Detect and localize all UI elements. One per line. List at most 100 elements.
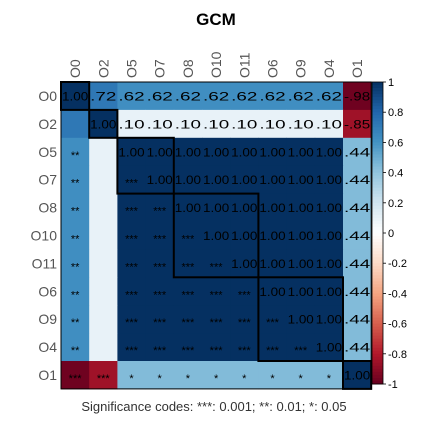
heatmap-cell [173, 277, 203, 306]
heatmap-cell [61, 277, 90, 306]
significance-stars: *** [181, 289, 195, 301]
row-label: O6 [38, 283, 57, 299]
color-legend-segment [372, 223, 383, 228]
heatmap-cell [173, 333, 203, 362]
heatmap-cell [202, 277, 231, 306]
cell-value-label: .10 [288, 117, 315, 131]
heatmap-cell [173, 361, 203, 390]
significance-stars: *** [153, 317, 167, 329]
heatmap-cell [202, 193, 231, 222]
heatmap-cell [343, 193, 372, 222]
heatmap-cell [230, 361, 259, 390]
cluster-box [342, 360, 373, 390]
color-legend-segment [372, 100, 383, 104]
cell-value-label: 1.00 [62, 89, 89, 103]
significance-footnote: Significance codes: ***: 0.001; **: 0.01… [81, 399, 346, 414]
color-legend-segment [372, 91, 383, 95]
color-legend-segment [372, 190, 383, 195]
cell-value-label: 1.00 [316, 313, 343, 327]
cell-value-label: 1.00 [316, 201, 343, 215]
color-legend-segment [372, 139, 383, 143]
color-legend-segment [372, 350, 383, 355]
heatmap-cell [89, 361, 118, 390]
significance-stars: *** [181, 233, 195, 245]
significance-stars: ** [71, 178, 80, 190]
cell-value-label: 1.00 [288, 173, 315, 187]
heatmap-cell [286, 333, 316, 362]
heatmap-cell [286, 249, 316, 278]
heatmap-cell [117, 82, 146, 111]
color-legend-tick-label: 0.8 [388, 107, 403, 119]
heatmap-cell [61, 361, 90, 390]
significance-stars: *** [266, 317, 280, 329]
heatmap-cell [117, 109, 146, 139]
cell-value-label: 1.00 [259, 201, 286, 215]
significance-stars: *** [181, 317, 195, 329]
significance-stars: * [242, 373, 247, 385]
heatmap-cell [314, 305, 344, 334]
heatmap-cell [89, 137, 118, 167]
heatmap-cell [145, 249, 175, 278]
cluster-box [116, 136, 175, 195]
heatmap-cell [230, 305, 259, 334]
significance-stars: *** [125, 317, 139, 329]
cell-value-label: 1.00 [288, 285, 315, 299]
heatmap-cell [258, 249, 287, 278]
significance-stars: *** [125, 178, 139, 190]
significance-stars: *** [238, 345, 252, 357]
cell-value-label: 1.00 [316, 285, 343, 299]
row-label: O5 [38, 144, 57, 160]
color-legend-segment [372, 263, 383, 267]
heatmap-cells: 1.00.72.62.62.62.62.62.62.62.62 -.981.00.… [60, 81, 372, 390]
heatmap-cell [61, 333, 90, 362]
cell-value-label: 1.00 [259, 173, 286, 187]
color-legend-segment [372, 290, 383, 294]
color-legend-segment [372, 115, 383, 119]
color-legend-segment [372, 374, 383, 379]
color-legend-segment [372, 380, 383, 385]
color-legend-segment [372, 305, 383, 309]
heatmap-cell [343, 249, 372, 278]
heatmap-cell [258, 221, 287, 250]
heatmap-cell [314, 221, 344, 250]
significance-stars: * [186, 373, 191, 385]
color-legend-segment [372, 338, 383, 343]
column-label: O8 [180, 59, 196, 78]
cell-value-label: 1.00 [316, 173, 343, 187]
color-legend-tick-label: 0.6 [388, 137, 403, 149]
heatmap-cell [286, 109, 316, 139]
heatmap-cell [145, 277, 175, 306]
significance-stars: * [129, 373, 134, 385]
heatmap-cell [202, 165, 231, 194]
significance-stars: *** [153, 233, 167, 245]
significance-stars: *** [210, 261, 224, 273]
color-legend-segment [372, 323, 383, 328]
cell-value-label: .10 [316, 117, 343, 131]
cell-value-label: .10 [203, 117, 230, 131]
cell-value-label: 1.00 [288, 229, 315, 243]
significance-stars: *** [153, 206, 167, 218]
cell-value-label: .10 [259, 117, 286, 131]
heatmap-cell [173, 82, 203, 111]
heatmap-cell [230, 82, 259, 111]
cell-value-label: .62 [175, 89, 202, 103]
heatmap-cell [145, 305, 175, 334]
heatmap-cell [286, 361, 316, 390]
color-legend-segment [372, 254, 383, 258]
cell-value-label: 1.00 [147, 145, 174, 159]
cell-value-label: 1.00 [118, 145, 145, 159]
color-legend-segment [372, 226, 383, 231]
column-label: O9 [293, 59, 309, 78]
color-legend-segment [372, 82, 383, 86]
heatmap-cell [343, 221, 372, 250]
heatmap-cell [230, 109, 259, 139]
cell-value-label: 1.00 [288, 145, 315, 159]
row-label: O1 [38, 367, 57, 383]
heatmap-cell [61, 165, 90, 194]
cell-value-label: .62 [316, 89, 343, 103]
color-legend-segment [372, 124, 383, 128]
cell-value-label: .62 [203, 89, 230, 103]
cell-value-label: 1.00 [231, 229, 258, 243]
color-legend-tick-label: 1 [388, 77, 394, 89]
heatmap-cell [145, 137, 175, 167]
